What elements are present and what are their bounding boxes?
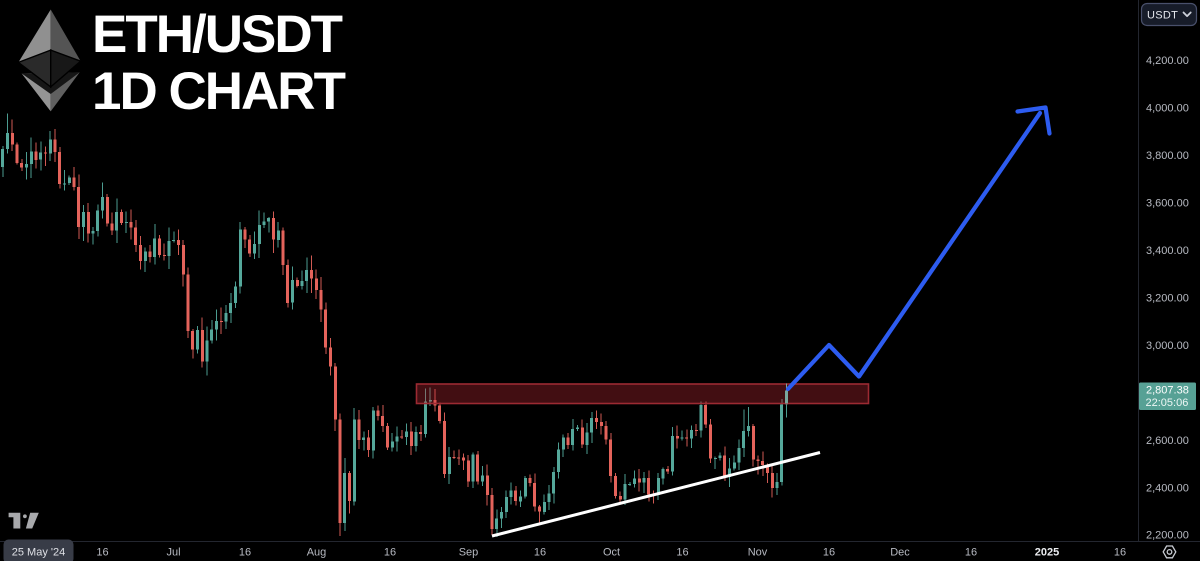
svg-text:Sep: Sep (459, 547, 479, 559)
svg-text:2,200.00: 2,200.00 (1146, 529, 1189, 541)
svg-text:2,807.38: 2,807.38 (1146, 385, 1189, 397)
svg-text:4,200.00: 4,200.00 (1146, 55, 1189, 67)
svg-text:4,000.00: 4,000.00 (1146, 102, 1189, 114)
svg-text:2,600.00: 2,600.00 (1146, 435, 1189, 447)
svg-text:16: 16 (676, 547, 688, 559)
svg-text:3,800.00: 3,800.00 (1146, 150, 1189, 162)
svg-text:16: 16 (965, 547, 977, 559)
svg-text:Jul: Jul (166, 547, 180, 559)
svg-text:22:05:06: 22:05:06 (1146, 397, 1189, 409)
svg-text:16: 16 (384, 547, 396, 559)
svg-text:USDT: USDT (1147, 10, 1178, 22)
svg-text:3,200.00: 3,200.00 (1146, 292, 1189, 304)
svg-text:Nov: Nov (748, 547, 768, 559)
svg-text:2,400.00: 2,400.00 (1146, 482, 1189, 494)
svg-text:Oct: Oct (603, 547, 620, 559)
svg-text:3,400.00: 3,400.00 (1146, 245, 1189, 257)
svg-text:Aug: Aug (307, 547, 327, 559)
svg-text:2025: 2025 (1035, 547, 1059, 559)
svg-text:16: 16 (1114, 547, 1126, 559)
svg-text:16: 16 (534, 547, 546, 559)
svg-text:16: 16 (823, 547, 835, 559)
svg-text:25 May '24: 25 May '24 (12, 547, 65, 559)
svg-text:3,600.00: 3,600.00 (1146, 197, 1189, 209)
svg-text:Dec: Dec (890, 547, 910, 559)
svg-text:16: 16 (239, 547, 251, 559)
svg-text:16: 16 (96, 547, 108, 559)
svg-text:3,000.00: 3,000.00 (1146, 340, 1189, 352)
